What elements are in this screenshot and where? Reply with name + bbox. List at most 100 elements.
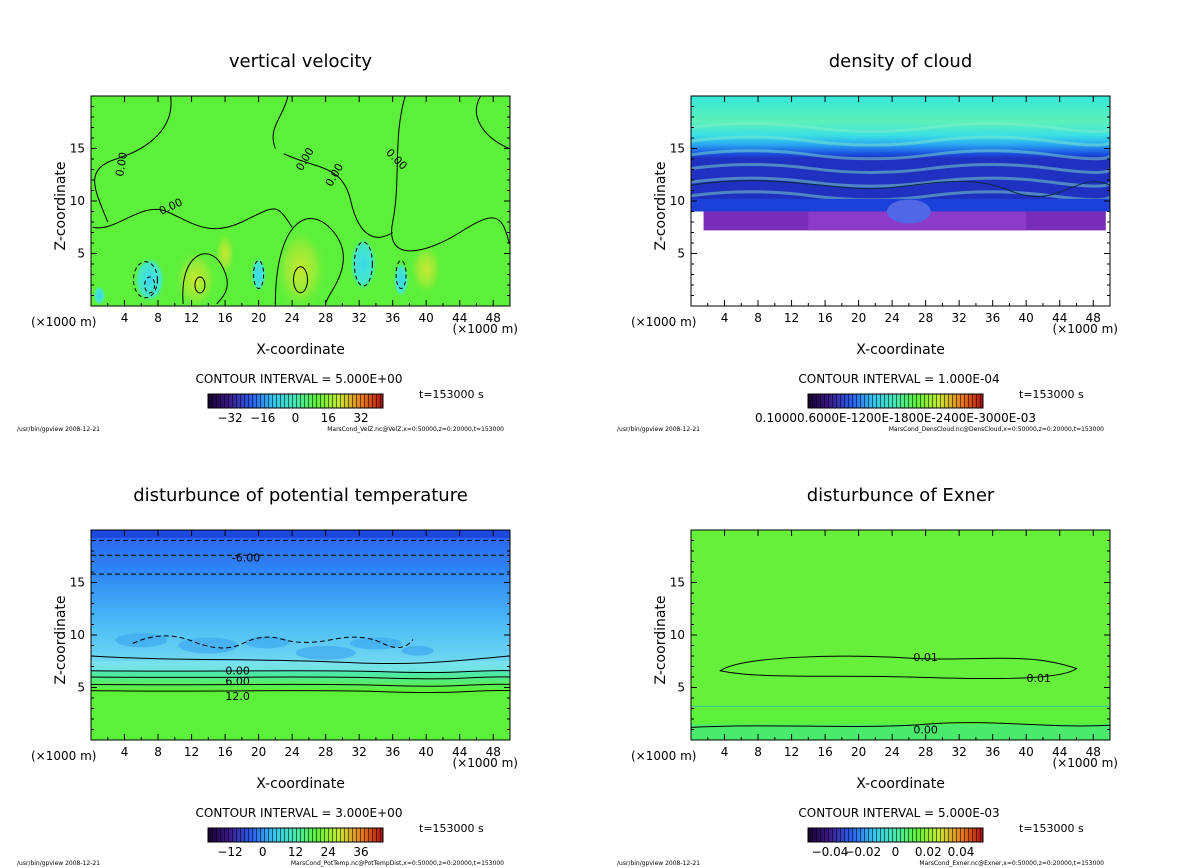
x-tick-label: 4 (121, 311, 129, 325)
contour-line (690, 722, 1111, 728)
x-tick-label: 40 (1019, 311, 1034, 325)
x-tick-label: 36 (985, 311, 1000, 325)
contour-line-negative (132, 635, 414, 649)
x-tick-label: 48 (486, 745, 501, 759)
lower-tone (691, 724, 1110, 740)
x-axis-label: X-coordinate (856, 776, 945, 792)
x-tick-label: 36 (985, 745, 1000, 759)
x-tick-label: 24 (884, 745, 899, 759)
contour-line-negative (253, 260, 265, 289)
x-tick-label: 4 (721, 311, 729, 325)
x-unit-left: (×1000 m) (31, 315, 96, 329)
y-tick-label: 15 (670, 142, 685, 156)
contour-line (719, 655, 1078, 680)
cloud-bubble (886, 199, 931, 224)
cloud-streak (690, 149, 1112, 161)
field-1 (91, 95, 510, 312)
contour-label: 6.00 (225, 675, 250, 688)
footer-left: /usr/bin/gpview 2008-12-21 (17, 860, 100, 867)
turbulent-blob (178, 637, 239, 654)
contour-line (690, 180, 1111, 197)
colorbar-tick-label: 0 (892, 845, 900, 859)
contour-line (92, 208, 293, 230)
colorbar-tick-label: 0.04 (948, 845, 975, 859)
x-tick-label: 8 (754, 311, 762, 325)
chart-panel-3: disturbunce of potential temperature 4 8 12… (17, 485, 518, 867)
downdraft-core (93, 285, 106, 306)
x-tick-label: 32 (952, 745, 967, 759)
colorbar-tick-label: −0.04 (812, 845, 849, 859)
downdraft-core (133, 255, 166, 304)
x-tick-label: 28 (318, 745, 333, 759)
contour-line-negative (395, 260, 407, 289)
footer-left: /usr/bin/gpview 2008-12-21 (617, 426, 700, 433)
x-tick-label: 24 (284, 311, 299, 325)
x-tick-label: 16 (217, 311, 232, 325)
chart-title: vertical velocity (229, 51, 373, 72)
chart-title: disturbunce of potential temperature (133, 485, 468, 506)
x-tick-label: 40 (419, 745, 434, 759)
colorbar-levels (208, 828, 383, 842)
x-tick-label: 16 (817, 745, 832, 759)
x-tick-label: 16 (817, 311, 832, 325)
cloud-streak (690, 176, 1112, 188)
contour-label: 0.00 (113, 151, 130, 177)
footer-right: MarsCond_PotTemp.nc@PotTempDist,x=0:5000… (291, 860, 504, 867)
field-4 (690, 530, 1111, 740)
y-tick-label: 10 (70, 194, 85, 208)
x-axis-label: X-coordinate (256, 342, 345, 358)
x-unit-right: (×1000 m) (1053, 322, 1118, 336)
contour-interval: CONTOUR INTERVAL = 1.000E-04 (798, 372, 999, 386)
x-tick-label: 48 (486, 311, 501, 325)
contour-line (182, 253, 228, 305)
field-3 (90, 530, 511, 740)
x-tick-label: 40 (419, 311, 434, 325)
x-tick-label: 16 (217, 745, 232, 759)
x-tick-label: 28 (918, 311, 933, 325)
y-axis-label: Z-coordinate (653, 161, 669, 250)
cloud-streak (690, 162, 1112, 174)
colorbar-frame (807, 393, 984, 409)
updraft-core (215, 231, 236, 276)
colorbar-tick-label: −12 (217, 845, 242, 859)
contour-line (194, 276, 206, 294)
x-tick-label: 12 (184, 745, 199, 759)
colorbar-levels (208, 394, 383, 408)
x-unit-right: (×1000 m) (453, 756, 518, 770)
footer-right: MarsCond_Exner.nc@Exner,x=0:50000,z=0:20… (919, 860, 1104, 867)
x-tick-label: 28 (318, 311, 333, 325)
x-tick-label: 24 (284, 745, 299, 759)
upper-tone (691, 530, 1110, 709)
cloud-streak (690, 135, 1112, 147)
x-tick-label: 32 (352, 745, 367, 759)
x-tick-label: 24 (884, 311, 899, 325)
contour-line (90, 683, 511, 687)
downdraft-core (393, 261, 410, 298)
x-tick-label: 8 (154, 311, 162, 325)
contour-line (475, 95, 510, 149)
turbulent-blob (401, 645, 434, 656)
contour-line-negative (132, 261, 158, 299)
x-tick-label: 32 (952, 311, 967, 325)
contour-line (274, 218, 344, 305)
x-tick-label: 44 (452, 311, 467, 325)
x-tick-label: 44 (1052, 745, 1067, 759)
footer-right: MarsCond_VelZ.nc@VelZ,x=0:50000,z=0:2000… (327, 426, 504, 433)
colorbar-tick-label: 36 (353, 845, 368, 859)
footer-left: /usr/bin/gpview 2008-12-21 (17, 426, 100, 433)
x-unit-right: (×1000 m) (1053, 756, 1118, 770)
colorbar-tick-label: 32 (353, 411, 368, 425)
contour-line (94, 95, 172, 223)
stable-layer (91, 661, 510, 672)
time-label: t=153000 s (419, 822, 484, 835)
x-tick-label: 48 (1086, 311, 1101, 325)
x-tick-label: 12 (784, 311, 799, 325)
y-axis-label: Z-coordinate (53, 595, 69, 684)
contour-line-negative (353, 241, 373, 287)
time-label: t=153000 s (419, 388, 484, 401)
x-tick-label: 48 (1086, 745, 1101, 759)
